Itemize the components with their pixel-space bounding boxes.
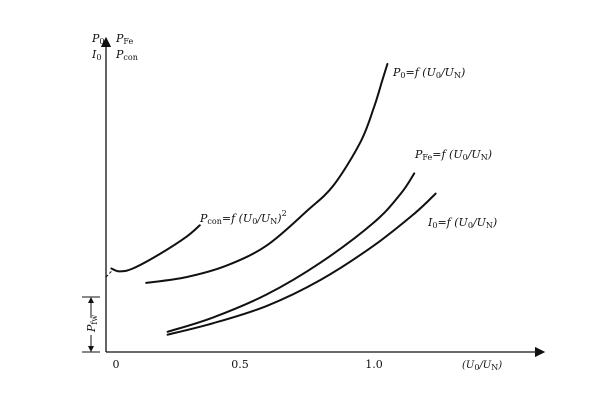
label-i0: I0=f (U0/UN) bbox=[427, 216, 497, 230]
series-lines bbox=[105, 63, 437, 336]
series-pcon-line bbox=[110, 224, 201, 273]
x-tick-labels: 0 0.5 1.0 bbox=[113, 358, 383, 371]
y-label-pcon: Pcon bbox=[115, 48, 138, 62]
x-axis-label: (U0/UN) bbox=[462, 360, 502, 372]
series-p0-line bbox=[145, 63, 389, 284]
y-label-pfe: PFe bbox=[115, 32, 134, 46]
pfw-bracket: Pfw bbox=[82, 296, 100, 353]
series-i0-line bbox=[166, 192, 437, 336]
series-labels: P0=f (U0/UN) PFe=f (U0/UN) I0=f (U0/UN) … bbox=[199, 66, 497, 230]
label-pcon: Pcon=f (U0/UN)2 bbox=[199, 209, 287, 226]
series-pfe-line bbox=[166, 172, 416, 333]
x-tick-label: 0 bbox=[113, 358, 120, 371]
x-tick-label: 1.0 bbox=[365, 358, 383, 371]
y-label-p0: P0 bbox=[91, 32, 105, 46]
pcon-dashed-extrapolation bbox=[105, 271, 112, 278]
y-axis-labels: P0 PFe I0 Pcon bbox=[91, 32, 138, 62]
x-tick-label: 0.5 bbox=[231, 358, 249, 371]
label-p0: P0=f (U0/UN) bbox=[392, 66, 465, 80]
y-label-i0: I0 bbox=[91, 48, 101, 62]
label-pfe: PFe=f (U0/UN) bbox=[414, 148, 492, 162]
pfw-label: Pfw bbox=[85, 315, 99, 333]
